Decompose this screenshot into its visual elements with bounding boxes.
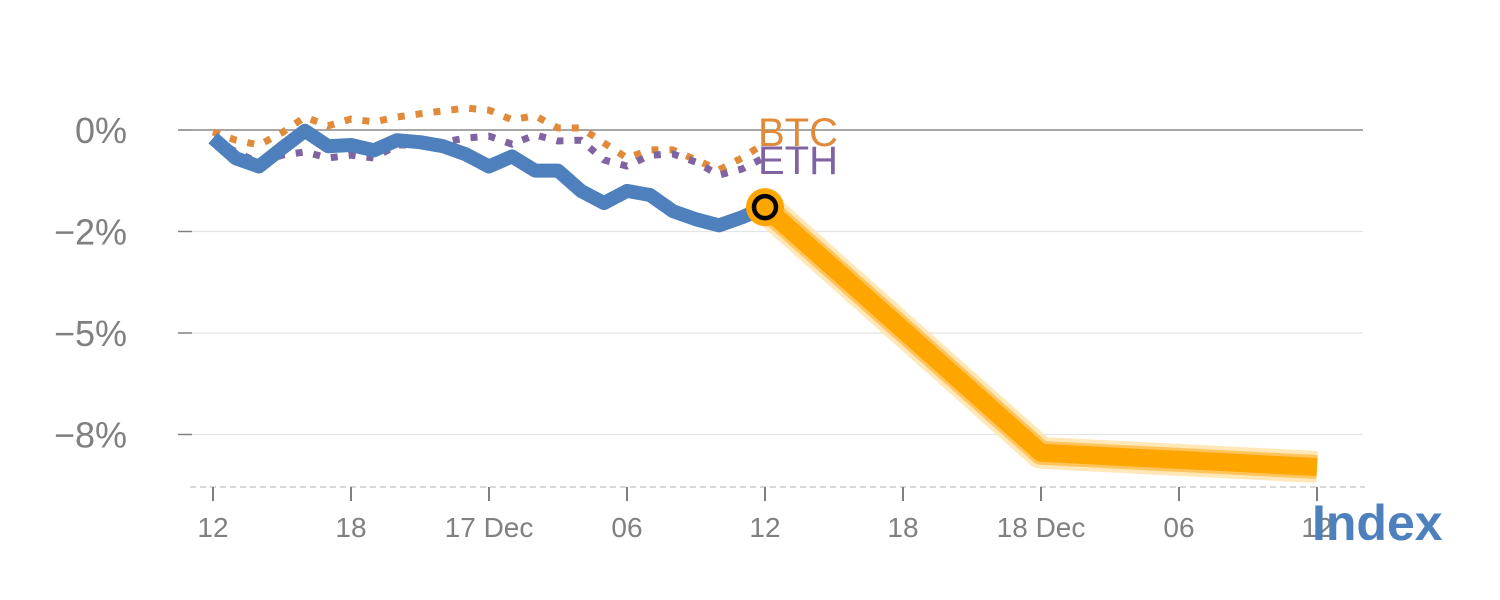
gridlines — [192, 129, 1363, 436]
index-series-label: Index — [1312, 495, 1443, 551]
eth-series-label: ETH — [758, 139, 838, 183]
x-tick-label: 18 — [887, 512, 918, 543]
index-line — [208, 123, 768, 233]
y-tick-label: 0% — [75, 110, 127, 151]
btc-line — [211, 104, 767, 174]
x-axis: 12 18 17 Dec 06 12 18 18 Dec 06 12 — [190, 486, 1365, 543]
series-labels: BTC ETH Index — [758, 111, 1443, 551]
x-tick-label: 06 — [611, 512, 642, 543]
current-point-marker — [751, 193, 779, 221]
x-tick-label: 18 Dec — [997, 512, 1086, 543]
y-tick-label: −8% — [54, 415, 127, 456]
forecast-halo-inner — [757, 198, 1318, 479]
y-tick-label: −5% — [54, 313, 127, 354]
x-tick-label: 12 — [749, 512, 780, 543]
x-tick-label: 12 — [197, 512, 228, 543]
y-axis: 0% −2% −5% −8% — [54, 110, 192, 456]
eth-line — [211, 131, 767, 179]
btc-series-label: BTC — [758, 111, 838, 155]
x-tick-label: 12 — [1301, 512, 1332, 543]
x-tick-label: 06 — [1163, 512, 1194, 543]
forecast-line — [759, 200, 1318, 476]
x-tick-label: 17 Dec — [445, 512, 534, 543]
y-tick-label: −2% — [54, 212, 127, 253]
forecast-halo-outer — [754, 195, 1318, 483]
series-layer — [208, 104, 1318, 483]
x-tick-label: 18 — [335, 512, 366, 543]
